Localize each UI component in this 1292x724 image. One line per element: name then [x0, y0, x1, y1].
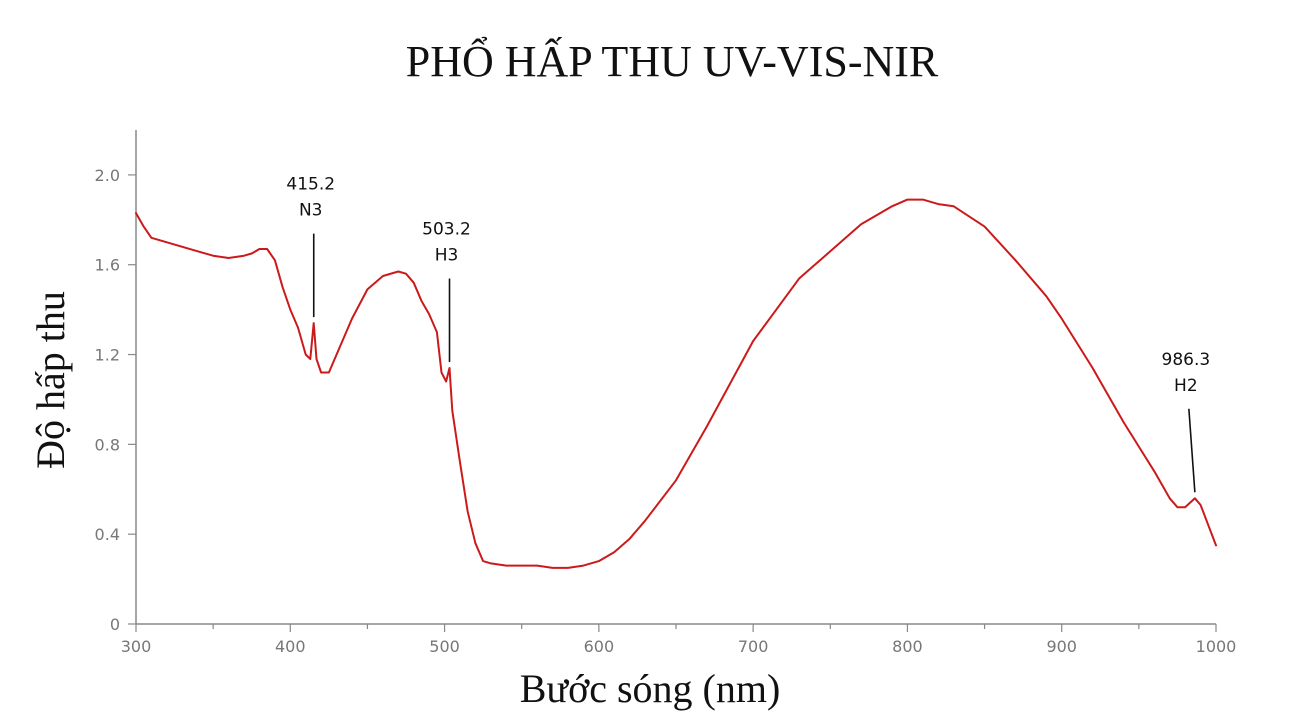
y-tick-label: 2.0 — [95, 166, 120, 185]
x-tick-label: 300 — [121, 637, 152, 656]
x-tick-label: 1000 — [1196, 637, 1237, 656]
x-ticks: 300 400 500 600 700 800 900 1000 — [121, 624, 1237, 656]
annotation-wavelength-label: 503.2 — [422, 220, 471, 240]
annotation-band-label: N3 — [299, 201, 323, 221]
absorbance-line — [135, 198, 1217, 569]
annotation-band-label: H2 — [1174, 376, 1198, 396]
x-tick-label: 900 — [1046, 637, 1077, 656]
y-tick-label: 1.6 — [95, 256, 120, 275]
x-tick-label: 600 — [584, 637, 615, 656]
annotation-wavelength-label: 415.2 — [286, 175, 335, 195]
annotation-band-label: H3 — [435, 246, 459, 266]
x-tick-label: 400 — [275, 637, 306, 656]
peak-annotations: 415.2 N3 503.2 H3 986.3 H2 — [286, 175, 1210, 493]
x-tick-label: 700 — [738, 637, 769, 656]
annotation-wavelength-label: 986.3 — [1162, 350, 1211, 370]
chart-title: PHỔ HẤP THU UV-VIS-NIR — [406, 36, 939, 86]
y-ticks: 0 0.4 0.8 1.2 1.6 2.0 — [95, 166, 136, 634]
y-tick-label: 0.8 — [95, 435, 120, 454]
x-tick-label: 800 — [892, 637, 923, 656]
x-axis-label: Bước sóng (nm) — [520, 666, 781, 711]
y-tick-label: 0 — [110, 615, 120, 634]
x-tick-label: 500 — [429, 637, 460, 656]
y-tick-label: 0.4 — [95, 525, 120, 544]
annotation-leader-line — [1188, 408, 1196, 493]
y-tick-label: 1.2 — [95, 346, 120, 365]
y-axis-label: Độ hấp thu — [28, 291, 73, 469]
